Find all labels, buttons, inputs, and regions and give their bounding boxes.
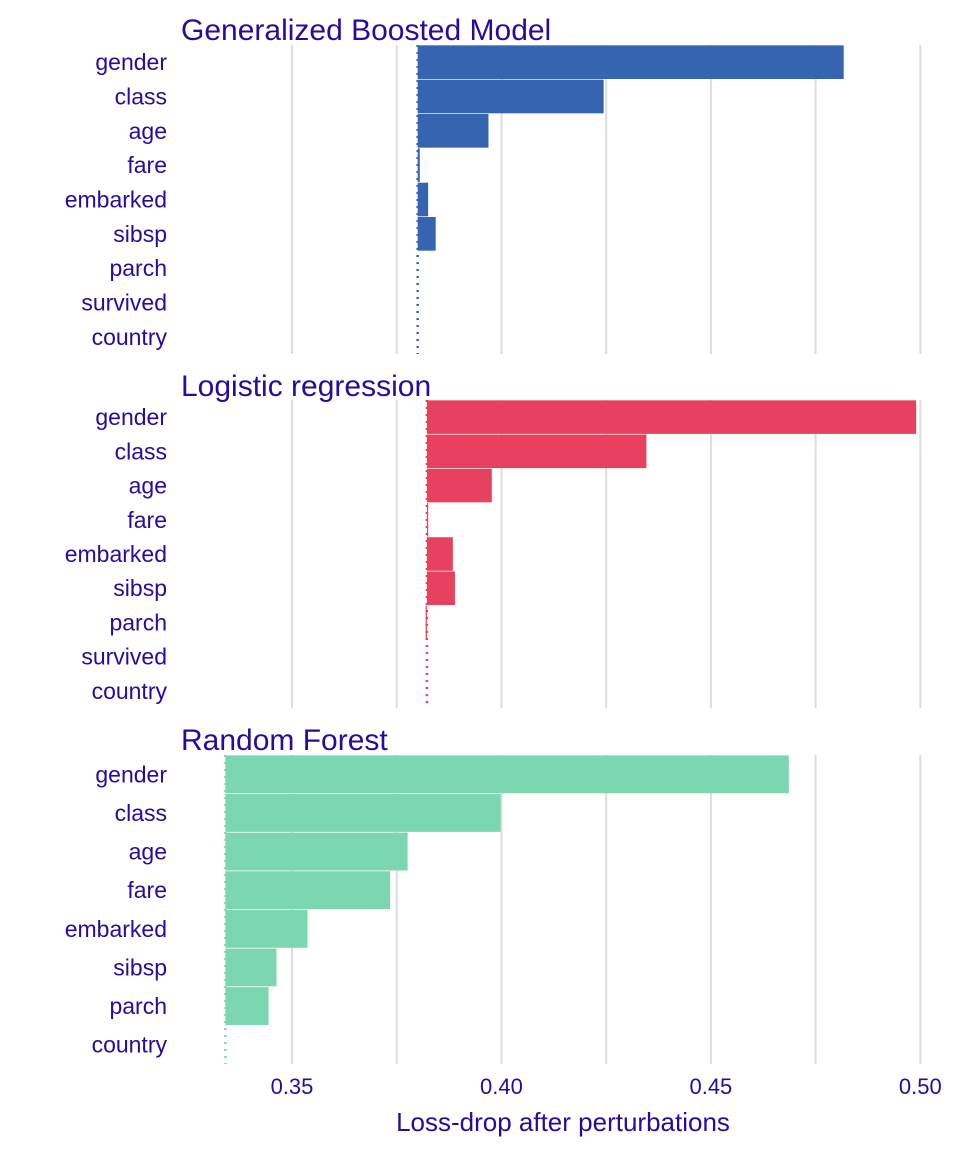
panel-2: Logistic regression gender class age fare emb… [65,370,922,708]
panels: Generalized Boosted Model gender class age f… [65,14,922,1064]
panel-3: Random Forest gender class age fare embarked s… [65,724,922,1064]
x-tick-label: 0.50 [899,1074,942,1099]
category-label: embarked [65,541,167,567]
category-label: class [115,800,167,826]
bar-gender [426,400,917,434]
category-label: sibsp [113,575,167,601]
category-label: fare [127,507,167,533]
category-label: fare [127,877,167,903]
x-axis-label: Loss-drop after perturbations [396,1107,730,1137]
bar-embarked [426,537,453,571]
category-label: parch [109,255,167,281]
bar-age [225,832,408,871]
category-label: age [129,839,167,865]
bar-embarked [225,909,308,948]
category-label: parch [109,609,167,635]
bar-gender [225,755,789,794]
x-tick-label: 0.45 [689,1074,732,1099]
x-tick-label: 0.40 [480,1074,523,1099]
category-label: sibsp [113,954,167,980]
panel-title: Random Forest [181,724,388,757]
panel-title: Logistic regression [181,370,431,403]
bar-class [417,79,604,114]
category-label: gender [95,404,167,430]
category-label: country [92,324,168,350]
category-label: fare [127,152,167,178]
bar-age [417,114,489,148]
category-label: parch [109,993,167,1019]
category-label: age [129,118,167,144]
bar-gender [417,45,844,79]
x-axis: 0.35 0.40 0.45 0.50 [271,1074,942,1099]
panel-1: Generalized Boosted Model gender class age f… [65,14,922,354]
bar-parch [425,605,427,640]
bar-sibsp [225,948,277,987]
bar-age [426,468,492,503]
bar-parch [225,987,269,1025]
category-label: sibsp [113,221,167,247]
category-label: survived [81,290,167,316]
category-label: country [92,678,168,704]
bar-class [225,794,501,832]
bar-fare [225,871,391,910]
category-label: class [115,84,167,110]
category-label: age [129,473,167,499]
category-label: class [115,438,167,464]
x-tick-label: 0.35 [271,1074,314,1099]
bar-class [426,434,647,469]
bar-embarked [417,182,429,217]
category-label: survived [81,644,167,670]
category-label: gender [95,761,167,787]
panel-title: Generalized Boosted Model [181,14,551,47]
category-label: gender [95,49,167,75]
category-label: embarked [65,916,167,942]
bar-sibsp [417,217,436,251]
bar-sibsp [426,571,455,605]
category-label: embarked [65,187,167,213]
category-label: country [92,1032,168,1058]
